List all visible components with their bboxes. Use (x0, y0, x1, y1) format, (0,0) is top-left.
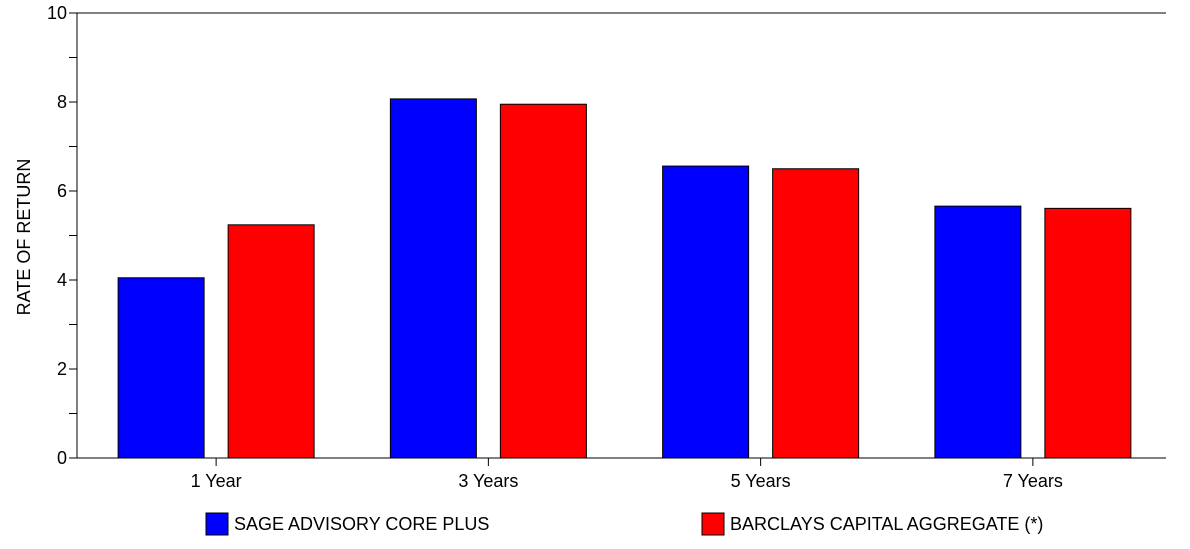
y-tick-label: 4 (57, 270, 67, 290)
bar-series-1 (662, 165, 750, 459)
x-category-label: 3 Years (458, 471, 518, 491)
x-category-label: 1 Year (191, 471, 242, 491)
bar-series-2 (499, 103, 587, 459)
bar-series-1 (117, 277, 205, 459)
legend-swatch (701, 512, 725, 536)
legend-label: BARCLAYS CAPITAL AGGREGATE (*) (730, 514, 1043, 534)
y-tick-label: 10 (47, 3, 67, 23)
y-tick-label: 2 (57, 359, 67, 379)
bar-series-1 (389, 98, 477, 459)
y-axis-title: RATE OF RETURN (14, 159, 34, 316)
y-tick-label: 0 (57, 448, 67, 468)
bar-series-2 (1044, 207, 1132, 459)
y-tick-label: 6 (57, 181, 67, 201)
legend-swatch (205, 512, 229, 536)
bar-series-2 (227, 224, 315, 459)
y-tick-label: 8 (57, 92, 67, 112)
x-category-label: 7 Years (1003, 471, 1063, 491)
bar-series-1 (934, 205, 1022, 459)
bar-series-2 (772, 168, 860, 459)
legend-label: SAGE ADVISORY CORE PLUS (234, 514, 489, 534)
x-category-label: 5 Years (731, 471, 791, 491)
